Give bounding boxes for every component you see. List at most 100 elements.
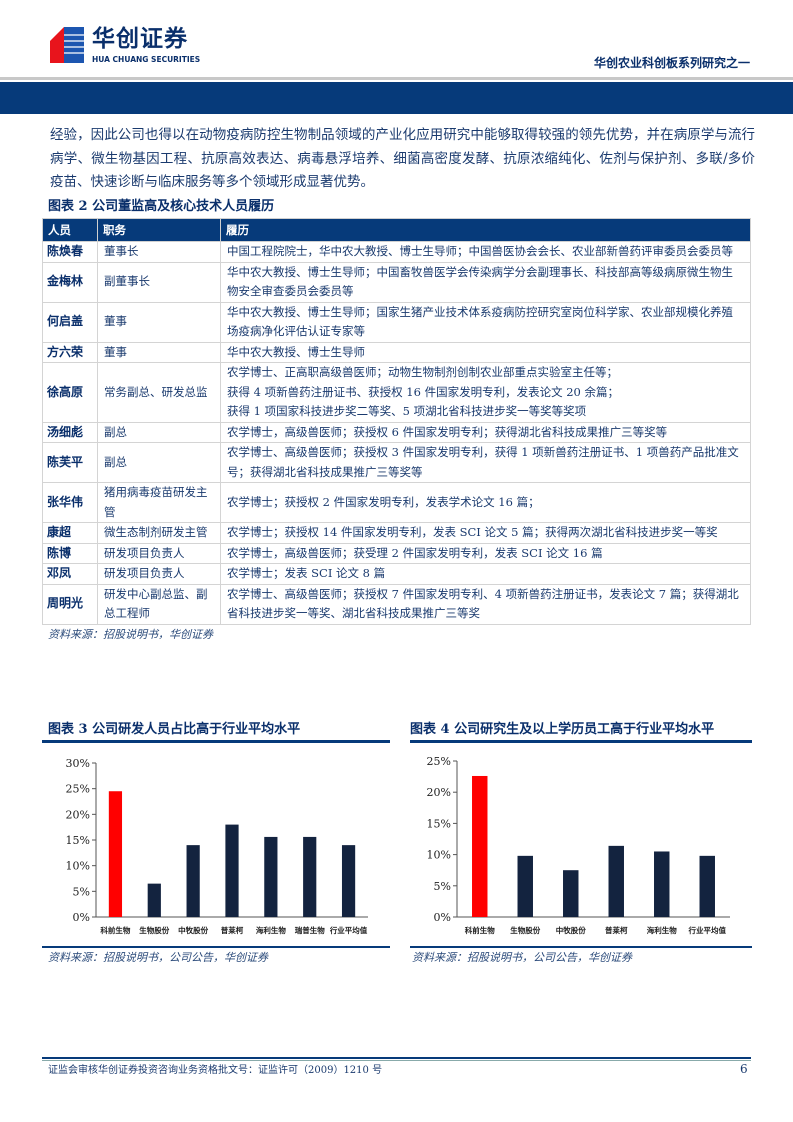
table-row: 何启盖 董事 华中农大教授、博士生导师；国家生猪产业技术体系疫病防控研究室岗位科学家… [42,301,751,343]
bar [147,883,161,917]
y-tick-label: 10% [427,849,451,862]
x-tick-label: 普莱柯 [605,925,628,935]
x-tick-label: 中牧股份 [178,925,208,935]
personnel-table: 人员 职务 履历 陈焕春 董事长 中国工程院院士，华中农大教授、博士生导师；中国兽医… [42,218,751,625]
person-name: 康超 [42,522,98,544]
bar [563,870,579,917]
y-tick-label: 25% [427,755,451,768]
series-title: 华创农业科创板系列研究之一 [593,56,750,70]
y-tick-label: 15% [427,817,451,830]
page-number: 6 [740,1062,748,1076]
divider [42,740,390,743]
person-role: 董事长 [97,241,221,263]
person-bio: 农学博士、高级兽医师；获授权 7 件国家发明专利、4 项新兽药注册证书，发表论文… [220,583,751,625]
person-bio: 农学博士，高级兽医师；获受理 2 件国家发明专利，发表 SCI 论文 16 篇 [220,542,751,564]
table-row: 陈焕春 董事长 中国工程院院士，华中农大教授、博士生导师；中国兽医协会会长、农业部新… [42,241,751,263]
y-tick-label: 20% [66,808,90,821]
person-role: 微生态制剂研发主管 [97,522,221,544]
person-bio: 农学博士、正高职高级兽医师；动物生物制剂创制农业部重点实验室主任等； 获得 4 … [220,362,751,423]
x-tick-label: 生物股份 [510,925,540,935]
person-role: 研发项目负责人 [97,542,221,564]
footer-divider [42,1057,751,1059]
person-role: 常务副总、研发总监 [97,362,221,423]
x-tick-label: 中牧股份 [556,925,586,935]
person-name: 何启盖 [42,301,98,343]
y-tick-label: 20% [427,786,451,799]
y-tick-label: 0% [73,911,90,924]
bar [699,855,715,917]
table-row: 金梅林 副董事长 华中农大教授、博士生导师；中国畜牧兽医学会传染病学分会副理事长、科… [42,261,751,303]
logo-mark-icon [50,27,84,63]
x-tick-label: 海利生物 [256,925,286,935]
table-section: 人员 职务 履历 陈焕春 董事长 中国工程院院士，华中农大教授、博士生导师；中国兽医… [42,218,751,642]
x-tick-label: 海利生物 [647,925,677,935]
person-role: 研发项目负责人 [97,563,221,585]
person-role: 副董事长 [97,261,221,303]
bar [186,845,200,917]
y-tick-label: 30% [66,757,90,770]
chart-4: 0% 5% 10% 15% 20% 25% 科前生物 生物股份 中牧股份 普莱柯 海利生物 行业平均值 [427,755,730,935]
person-role: 猪用病毒疫苗研发主管 [97,482,221,523]
table-row: 汤细彪 副总 农学博士，高级兽医师；获授权 6 件国家发明专利；获得湖北省科技成果推… [42,421,751,443]
person-name: 方六荣 [42,341,98,363]
person-role: 副总 [97,442,221,483]
footer-divider [42,1060,751,1061]
divider [410,740,752,743]
bar [654,851,670,917]
bar [264,836,278,917]
x-tick-label: 行业平均值 [329,925,368,935]
body-paragraph: 经验，因此公司也得以在动物疫病防控生物制品领域的产业化应用研究中能够取得较强的领… [50,127,755,190]
y-tick-label: 25% [66,783,90,796]
logo: 华创证券 HUA CHUANG SECURITIES [50,27,200,67]
col-header: 人员 [42,218,98,242]
divider [42,946,390,948]
person-bio: 农学博士，高级兽医师；获授权 6 件国家发明专利；获得湖北省科技成果推广三等奖等 [220,421,751,443]
table-row: 周明光 研发中心副总监、副总工程师 农学博士、高级兽医师；获授权 7 件国家发明专利… [42,583,751,625]
footer-text: 证监会审核华创证券投资咨询业务资格批文号：证监许可（2009）1210 号 [48,1065,383,1076]
bar [472,775,488,917]
bar [225,824,239,917]
y-tick-label: 10% [66,860,90,873]
person-name: 陈焕春 [42,241,98,263]
source-note: 资料来源：招股说明书，公司公告，华创证券 [412,951,632,964]
table-caption: 图表 2 公司董监高及核心技术人员履历 [48,199,275,214]
table-row: 邓凤 研发项目负责人 农学博士；发表 SCI 论文 8 篇 [42,563,751,585]
logo-subtext: HUA CHUANG SECURITIES [92,55,201,64]
person-name: 汤细彪 [42,421,98,443]
bar [517,855,533,917]
person-name: 陈芙平 [42,442,98,483]
person-role: 副总 [97,421,221,443]
x-tick-label: 行业平均值 [688,925,727,935]
person-name: 周明光 [42,583,98,625]
header-band [0,82,793,114]
bar [608,845,624,917]
y-tick-label: 15% [66,834,90,847]
y-tick-label: 5% [434,880,451,893]
col-header: 职务 [97,218,221,242]
source-note: 资料来源：招股说明书，公司公告，华创证券 [48,951,268,964]
person-bio: 农学博士；获授权 14 件国家发明专利，发表 SCI 论文 5 篇；获得两次湖北… [220,522,751,544]
bar [341,845,356,917]
person-bio: 农学博士、高级兽医师；获授权 3 件国家发明专利，获得 1 项新兽药注册证书、1… [220,442,751,483]
person-bio: 华中农大教授、博士生导师；国家生猪产业技术体系疫病防控研究室岗位科学家、农业部规… [220,301,751,343]
table-row: 张华伟 猪用病毒疫苗研发主管 农学博士；获授权 2 件国家发明专利，发表学术论文 1… [42,482,751,523]
person-role: 研发中心副总监、副总工程师 [97,583,221,625]
source-note: 资料来源：招股说明书，华创证券 [48,627,213,641]
person-bio: 中国工程院院士，华中农大教授、博士生导师；中国兽医协会会长、农业部新兽药评审委员… [220,241,751,263]
x-tick-label: 科前生物 [465,925,495,935]
divider [0,77,793,80]
table-row: 陈芙平 副总 农学博士、高级兽医师；获授权 3 件国家发明专利，获得 1 项新兽药注… [42,442,751,483]
person-name: 金梅林 [42,261,98,303]
logo-text: 华创证券 [92,26,188,52]
table-row: 陈博 研发项目负责人 农学博士，高级兽医师；获受理 2 件国家发明专利，发表 SCI… [42,542,751,564]
chart-3: 0% 5% 10% 15% 20% 25% 30% 科前生物 生物股份 中牧股份 普莱柯 海利生物 瑞普… [66,757,368,935]
table-row: 方六荣 董事 华中农大教授、博士生导师 [42,341,751,363]
person-role: 董事 [97,301,221,343]
x-tick-label: 科前生物 [100,925,130,935]
person-name: 邓凤 [42,563,98,585]
y-tick-label: 5% [73,885,90,898]
y-tick-label: 0% [434,911,451,924]
person-bio: 农学博士；发表 SCI 论文 8 篇 [220,563,751,585]
person-name: 张华伟 [42,482,98,523]
table-row: 康超 微生态制剂研发主管 农学博士；获授权 14 件国家发明专利，发表 SCI 论文… [42,522,751,544]
